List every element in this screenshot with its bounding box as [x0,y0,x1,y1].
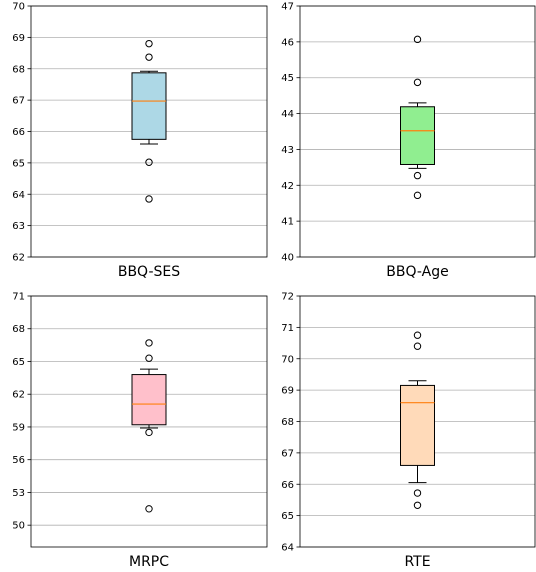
y-tick-label: 66 [12,127,25,138]
outlier-point [145,339,153,347]
outlier-point [145,428,153,437]
y-tick-label: 43 [281,145,294,156]
chart-panel-3: 50 53 56 59 62 65 68 71 MRPC [12,292,268,570]
y-tick-label: 72 [281,292,294,303]
y-tick-label: 69 [12,33,25,44]
y-tick-label: 68 [12,324,25,335]
outlier-point [413,501,422,509]
chart-panel-1: 62 63 64 65 66 67 68 69 70 BBQ-SES [12,2,268,280]
y-tick-label: 47 [281,2,294,13]
axes-frame [299,5,536,258]
y-tick-label: 65 [12,158,25,169]
iqr-box [131,374,167,426]
axes-frame [30,295,268,548]
iqr-box [400,106,435,165]
outlier-point [145,354,153,362]
y-tick-label: 56 [12,455,25,466]
y-tick-label: 71 [12,292,25,303]
chart-panel-4: 64 65 66 67 68 69 70 71 72 RTE [281,292,536,570]
axes-frame [299,295,536,548]
y-tick-label: 62 [12,253,25,264]
y-tick-label: 65 [12,357,25,368]
y-tick-label: 64 [281,543,294,554]
y-tick-label: 45 [281,73,294,84]
y-tick-label: 70 [12,2,25,13]
y-tick-label: 41 [281,217,294,228]
outlier-point [145,505,153,513]
y-tick-label: 67 [12,96,25,107]
outlier-point [145,158,153,166]
y-tick-label: 69 [281,386,294,397]
y-tick-label: 46 [281,37,294,48]
outlier-point [413,78,422,87]
outlier-point [413,342,422,350]
y-tick-label: 64 [12,190,25,201]
y-tick-label: 42 [281,181,294,192]
y-tick-label: 50 [12,521,25,532]
y-tick-label: 70 [281,354,294,365]
outlier-point [413,191,422,200]
outlier-point [145,39,153,48]
outlier-point [413,171,422,180]
outlier-point [145,53,153,61]
chart-panel-2: 40 41 42 43 44 45 46 47 BBQ-Age [281,2,536,280]
y-tick-label: 67 [281,448,294,459]
outlier-point [145,195,153,203]
y-tick-label: 71 [281,323,294,334]
axes-frame [30,5,268,258]
iqr-box [131,72,167,140]
x-axis-label: BBQ-Age [386,264,448,280]
iqr-box [400,384,435,466]
x-axis-label: BBQ-SES [118,264,180,280]
y-tick-label: 40 [281,253,294,264]
outlier-point [413,35,422,44]
y-tick-label: 59 [12,422,25,433]
x-axis-label: RTE [404,554,430,570]
y-tick-label: 63 [12,221,25,232]
outlier-point [413,489,422,497]
y-tick-label: 68 [281,417,294,428]
y-tick-label: 44 [281,109,294,120]
outlier-point [413,331,422,339]
y-tick-label: 65 [281,511,294,522]
y-tick-label: 68 [12,64,25,75]
y-tick-label: 66 [281,480,294,491]
x-axis-label: MRPC [129,554,169,570]
y-tick-label: 62 [12,390,25,401]
y-tick-label: 53 [12,488,25,499]
